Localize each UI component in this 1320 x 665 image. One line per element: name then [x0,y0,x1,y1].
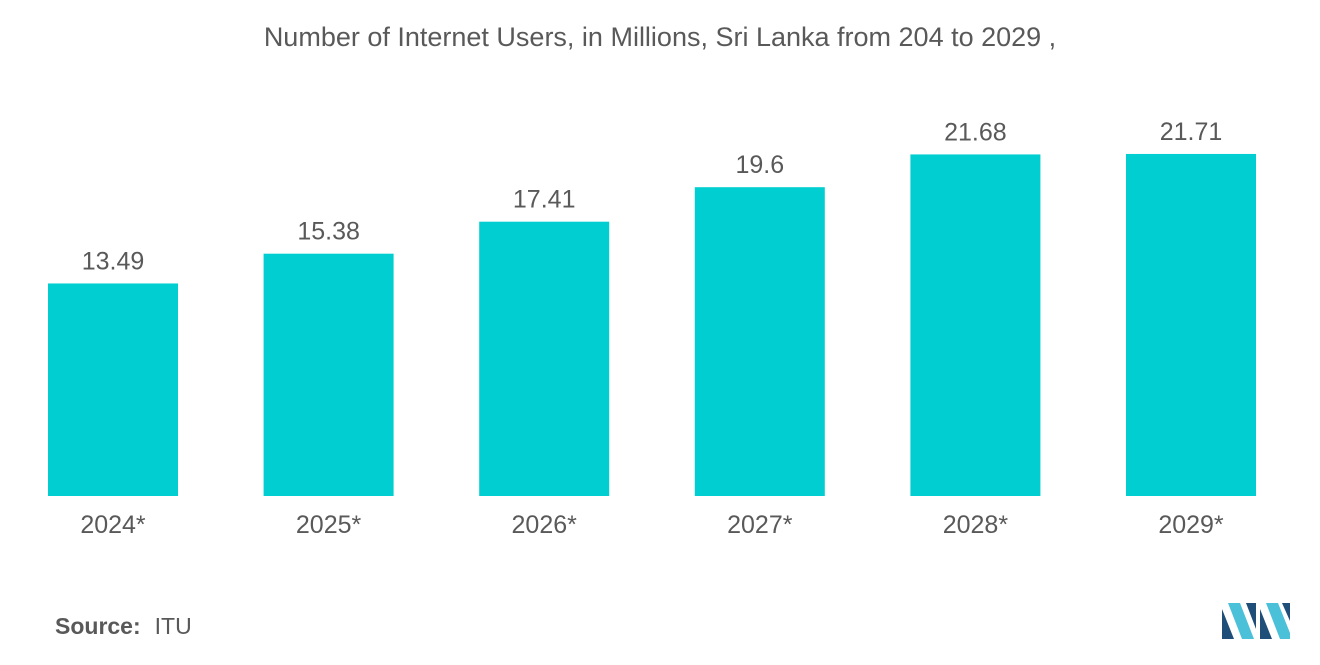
data-label: 21.68 [944,118,1007,146]
bar-chart: 13.49 2024* 15.38 2025* 17.41 2026* 19.6 2027* 2… [48,118,1256,539]
x-tick-label: 2024* [80,511,146,539]
bar-2026 [479,221,610,496]
data-label: 15.38 [297,218,360,246]
data-label: 19.6 [735,151,784,179]
chart-title: Number of Internet Users, in Millions, S… [263,22,1057,52]
source-value: ITU [154,613,192,639]
data-label: 21.71 [1160,118,1223,146]
x-tick-label: 2029* [1158,511,1224,539]
bar-2028 [910,154,1041,496]
bar-2027 [694,187,825,496]
data-label: 17.41 [513,186,576,214]
bar-2024 [48,283,178,496]
source-note: Source: ITU [55,613,192,640]
x-tick-label: 2026* [512,511,578,539]
source-label: Source: [55,613,141,639]
x-tick-label: 2025* [296,511,362,539]
x-tick-label: 2027* [727,511,793,539]
data-label: 13.49 [82,247,145,275]
x-tick-label: 2028* [943,511,1009,539]
brand-logo-icon [1222,603,1290,639]
bar-2025 [263,253,394,496]
bar-2029 [1126,153,1256,497]
